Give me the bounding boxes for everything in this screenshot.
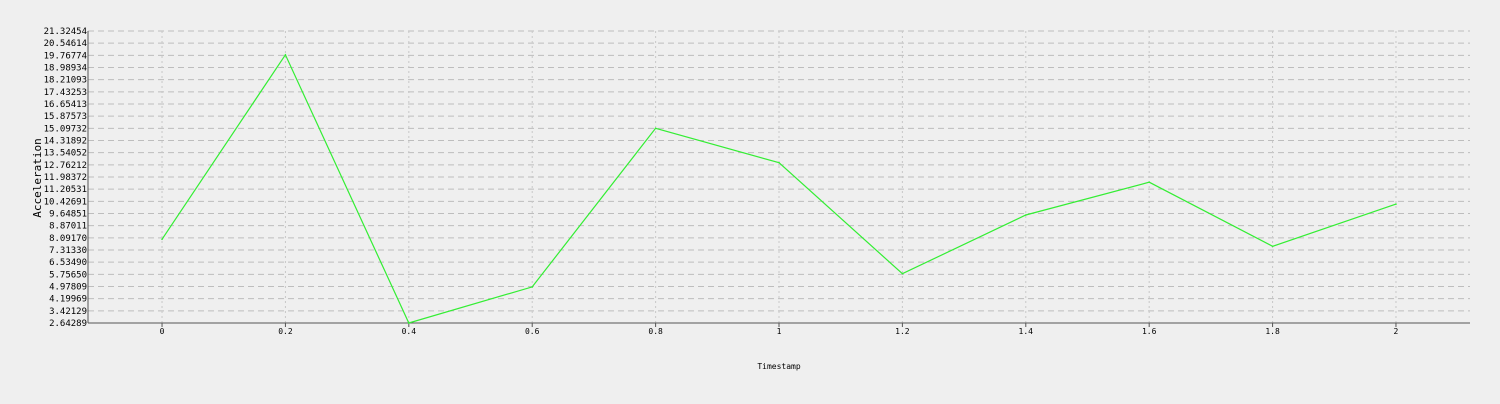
data-point: [1271, 245, 1274, 248]
y-tick-label: 9.64851: [49, 209, 87, 219]
y-tick-label: 2.64289: [49, 319, 87, 329]
data-point: [1024, 214, 1027, 216]
y-axis-label: Acceleration: [31, 138, 44, 217]
y-tick-label: 4.19969: [49, 295, 87, 305]
x-tick-label: 0.4: [402, 327, 417, 336]
y-tick-label: 19.76774: [44, 51, 87, 61]
y-tick-label: 14.31892: [44, 137, 87, 147]
x-tick-label: 0.8: [648, 327, 663, 336]
y-tick-label: 15.09732: [44, 124, 87, 134]
data-point: [1148, 181, 1150, 184]
data-point: [408, 322, 410, 324]
gridlines: [88, 30, 1470, 323]
y-tick-label: 20.54614: [44, 39, 87, 49]
data-point: [1395, 203, 1397, 205]
x-tick-label: 2: [1394, 327, 1399, 336]
x-tick-label: 0: [160, 327, 165, 336]
y-tick-label: 17.43253: [44, 88, 87, 98]
data-point: [778, 161, 780, 164]
y-tick-label: 16.65413: [44, 100, 87, 110]
x-tick-label: 1: [777, 327, 782, 336]
data-point: [901, 272, 904, 275]
data-point: [531, 286, 534, 288]
y-tick-labels: 2.64289 3.42129 4.19969 4.97809 5.75650 6.534…: [44, 27, 87, 329]
x-tick-label: 0.2: [278, 327, 293, 336]
y-tick-label: 6.53490: [49, 258, 87, 268]
y-tick-label: 18.21093: [44, 76, 87, 86]
y-tick-label: 7.31330: [49, 246, 87, 256]
x-tick-label: 1.2: [895, 327, 910, 336]
y-tick-label: 5.75650: [49, 270, 87, 280]
y-tick-label: 21.32454: [44, 27, 87, 37]
y-tick-label: 15.87573: [44, 112, 87, 122]
y-tick-label: 10.42691: [44, 197, 87, 207]
data-point: [161, 238, 163, 241]
series-layer: [161, 53, 1397, 324]
y-tick-label: 8.87011: [49, 222, 87, 232]
data-point: [284, 54, 287, 56]
axes: [87, 31, 1470, 327]
x-tick-label: 1.8: [1265, 327, 1280, 336]
y-tick-label: 11.20531: [44, 185, 87, 195]
x-tick-label: 1.4: [1019, 327, 1034, 336]
y-tick-label: 11.98372: [44, 173, 87, 183]
x-tick-labels: 0 0.2 0.4 0.6 0.8 1 1.2 1.4 1.6 1.8 2: [160, 327, 1399, 336]
x-tick-label: 0.6: [525, 327, 540, 336]
x-tick-label: 1.6: [1142, 327, 1157, 336]
y-tick-label: 3.42129: [49, 307, 87, 317]
y-tick-label: 4.97809: [49, 283, 87, 293]
x-axis-label: Timestamp: [757, 362, 801, 371]
data-point: [654, 127, 657, 130]
y-tick-label: 12.76212: [44, 161, 87, 171]
y-tick-label: 8.09170: [49, 234, 87, 244]
y-tick-label: 18.98934: [44, 63, 87, 73]
y-tick-label: 13.54052: [44, 149, 87, 159]
